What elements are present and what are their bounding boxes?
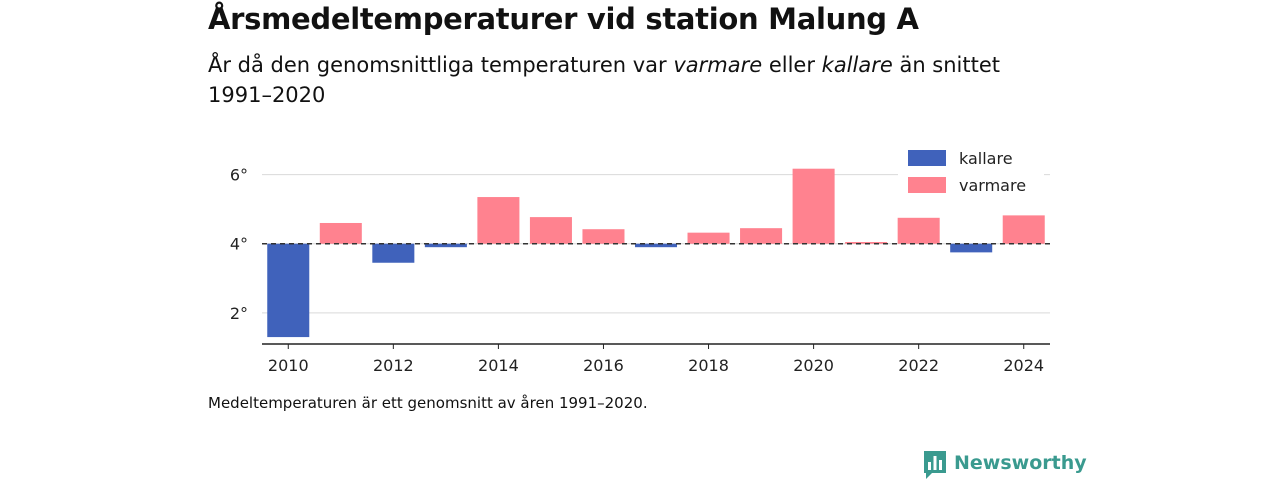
bar-colder — [634, 243, 678, 248]
x-tick-label: 2024 — [1003, 356, 1044, 375]
legend: kallare varmare — [898, 143, 1044, 201]
y-tick-label: 6° — [230, 166, 248, 185]
x-tick-label: 2012 — [373, 356, 414, 375]
x-tick-label: 2022 — [898, 356, 939, 375]
subtitle-text: eller — [762, 53, 822, 77]
axes: 2° 4° 6° 2010 2012 2014 2016 2018 2020 2022 2024 — [230, 166, 1050, 375]
bar-warmer — [897, 217, 940, 244]
footnote: Medeltemperaturen är ett genomsnitt av å… — [208, 394, 648, 412]
legend-swatch — [908, 150, 946, 166]
brand-name: Newsworthy — [954, 452, 1087, 474]
legend-label: varmare — [959, 176, 1026, 195]
subtitle-text: År då den genomsnittliga temperaturen va… — [208, 53, 674, 77]
bar-warmer — [792, 168, 835, 244]
bar-warmer — [845, 242, 888, 244]
bar-warmer — [1002, 215, 1045, 244]
y-tick-label: 4° — [230, 235, 248, 254]
x-tick-label: 2020 — [793, 356, 834, 375]
x-tick-label: 2016 — [583, 356, 624, 375]
subtitle-text: än snittet 1991–2020 — [208, 53, 1001, 107]
bar-chart: 2° 4° 6° 2010 2012 2014 2016 2018 2020 2022 2024 k… — [229, 143, 1050, 375]
x-tick-label: 2014 — [478, 356, 519, 375]
bar-colder — [372, 243, 415, 263]
brand-logo: Newsworthy — [922, 450, 1087, 480]
bar-colder — [267, 243, 310, 338]
bar-colder — [950, 243, 993, 253]
y-tick-label: 2° — [230, 304, 248, 323]
bar-warmer — [477, 197, 520, 244]
chart-title: Årsmedeltemperaturer vid station Malung … — [208, 2, 919, 36]
bar-colder — [424, 243, 467, 248]
x-tick-label: 2018 — [688, 356, 729, 375]
bar-warmer — [740, 228, 783, 244]
legend-swatch — [908, 177, 946, 193]
subtitle-colder: kallare — [821, 53, 893, 77]
legend-label: kallare — [959, 149, 1013, 168]
bar-warmer — [319, 222, 362, 244]
subtitle-warmer: varmare — [673, 53, 763, 77]
bar-warmer — [529, 217, 572, 244]
x-tick-label: 2010 — [268, 356, 309, 375]
bar-warmer — [687, 232, 730, 244]
bar-chart-speech-bubble-icon — [924, 451, 946, 479]
bar-warmer — [582, 229, 625, 244]
chart-subtitle: År då den genomsnittliga temperaturen va… — [208, 50, 1068, 110]
bars — [267, 168, 1045, 338]
